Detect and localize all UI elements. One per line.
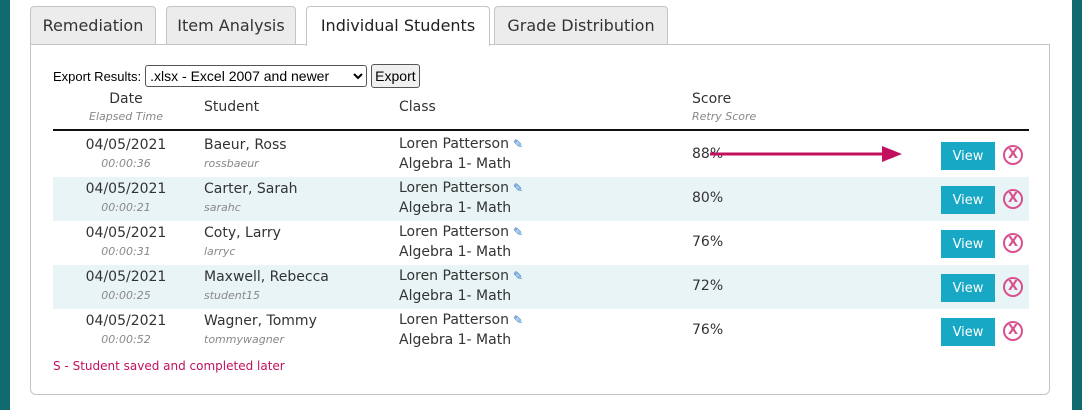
- row-teacher-name: Loren Patterson: [399, 268, 509, 284]
- x-circle-icon[interactable]: X: [1003, 321, 1023, 341]
- row-teacher: Loren Patterson ✎: [399, 224, 523, 240]
- row-course: Algebra 1- Math: [399, 156, 512, 172]
- row-elapsed-time: 00:00:31: [101, 245, 151, 258]
- table-header: Date Elapsed Time Student Class Score Re…: [53, 91, 1029, 131]
- header-student: Student: [204, 99, 260, 115]
- header-elapsed-time: Elapsed Time: [89, 110, 163, 123]
- row-elapsed-time: 00:00:21: [101, 201, 151, 214]
- tab-item-analysis[interactable]: Item Analysis: [166, 6, 296, 44]
- row-username: student15: [204, 289, 261, 302]
- export-button[interactable]: Export: [371, 64, 420, 88]
- row-elapsed-time: 00:00:52: [101, 333, 151, 346]
- row-course: Algebra 1- Math: [399, 244, 512, 260]
- row-student-name: Maxwell, Rebecca: [204, 269, 329, 285]
- export-label: Export Results:: [53, 68, 142, 84]
- row-teacher-name: Loren Patterson: [399, 136, 509, 152]
- export-controls: Export Results: .xlsx - Excel 2007 and n…: [53, 64, 420, 88]
- row-teacher: Loren Patterson ✎: [399, 268, 523, 284]
- pencil-icon[interactable]: ✎: [512, 181, 524, 195]
- pencil-icon[interactable]: ✎: [512, 225, 524, 239]
- pencil-icon[interactable]: ✎: [512, 269, 524, 283]
- pencil-icon[interactable]: ✎: [512, 313, 524, 327]
- header-class: Class: [399, 99, 436, 115]
- row-course: Algebra 1- Math: [399, 332, 512, 348]
- x-circle-icon[interactable]: X: [1003, 189, 1023, 209]
- x-circle-icon[interactable]: X: [1003, 233, 1023, 253]
- row-teacher: Loren Patterson ✎: [399, 136, 523, 152]
- table-row: 04/05/2021 00:00:36 Baeur, Ross rossbaeu…: [53, 133, 1029, 177]
- table-row: 04/05/2021 00:00:31 Coty, Larry larryc L…: [53, 221, 1029, 265]
- row-username: sarahc: [204, 201, 241, 214]
- row-username: tommywagner: [204, 333, 284, 346]
- row-teacher-name: Loren Patterson: [399, 180, 509, 196]
- table-row: 04/05/2021 00:00:52 Wagner, Tommy tommyw…: [53, 309, 1029, 353]
- view-button[interactable]: View: [941, 142, 995, 170]
- header-date: Date: [109, 91, 143, 107]
- row-date: 04/05/2021: [85, 313, 167, 329]
- tab-grade-distribution[interactable]: Grade Distribution: [494, 6, 668, 44]
- view-button[interactable]: View: [941, 318, 995, 346]
- row-score: 76%: [692, 234, 724, 250]
- row-student-name: Carter, Sarah: [204, 181, 298, 197]
- row-student-name: Baeur, Ross: [204, 137, 287, 153]
- header-score: Score: [692, 91, 732, 107]
- view-button[interactable]: View: [941, 186, 995, 214]
- row-teacher: Loren Patterson ✎: [399, 312, 523, 328]
- row-course: Algebra 1- Math: [399, 288, 512, 304]
- row-teacher-name: Loren Patterson: [399, 312, 509, 328]
- student-rows: 04/05/2021 00:00:36 Baeur, Ross rossbaeu…: [53, 133, 1029, 353]
- row-date: 04/05/2021: [85, 269, 167, 285]
- row-score: 72%: [692, 278, 724, 294]
- row-student-name: Wagner, Tommy: [204, 313, 317, 329]
- view-button[interactable]: View: [941, 230, 995, 258]
- row-elapsed-time: 00:00:36: [101, 157, 151, 170]
- view-button[interactable]: View: [941, 274, 995, 302]
- row-username: larryc: [204, 245, 236, 258]
- pencil-icon[interactable]: ✎: [512, 137, 524, 151]
- row-student-name: Coty, Larry: [204, 225, 281, 241]
- x-circle-icon[interactable]: X: [1003, 145, 1023, 165]
- row-date: 04/05/2021: [85, 181, 167, 197]
- row-date: 04/05/2021: [85, 225, 167, 241]
- header-retry-score: Retry Score: [692, 110, 757, 123]
- row-date: 04/05/2021: [85, 137, 167, 153]
- row-teacher: Loren Patterson ✎: [399, 180, 523, 196]
- row-elapsed-time: 00:00:25: [101, 289, 151, 302]
- page: Remediation Item Analysis Individual Stu…: [10, 0, 1072, 410]
- row-score: 76%: [692, 322, 724, 338]
- x-circle-icon[interactable]: X: [1003, 277, 1023, 297]
- row-score: 80%: [692, 190, 724, 206]
- export-format-select[interactable]: .xlsx - Excel 2007 and newer: [145, 65, 368, 87]
- results-panel: Export Results: .xlsx - Excel 2007 and n…: [30, 44, 1050, 395]
- legend-footnote: S - Student saved and completed later: [53, 359, 285, 373]
- row-course: Algebra 1- Math: [399, 200, 512, 216]
- tab-individual-students[interactable]: Individual Students: [306, 6, 490, 46]
- table-row: 04/05/2021 00:00:25 Maxwell, Rebecca stu…: [53, 265, 1029, 309]
- table-row: 04/05/2021 00:00:21 Carter, Sarah sarahc…: [53, 177, 1029, 221]
- row-score: 88%: [692, 146, 724, 162]
- row-username: rossbaeur: [204, 157, 259, 170]
- arrow-right-icon: [710, 146, 902, 162]
- row-teacher-name: Loren Patterson: [399, 224, 509, 240]
- tab-remediation[interactable]: Remediation: [30, 6, 156, 44]
